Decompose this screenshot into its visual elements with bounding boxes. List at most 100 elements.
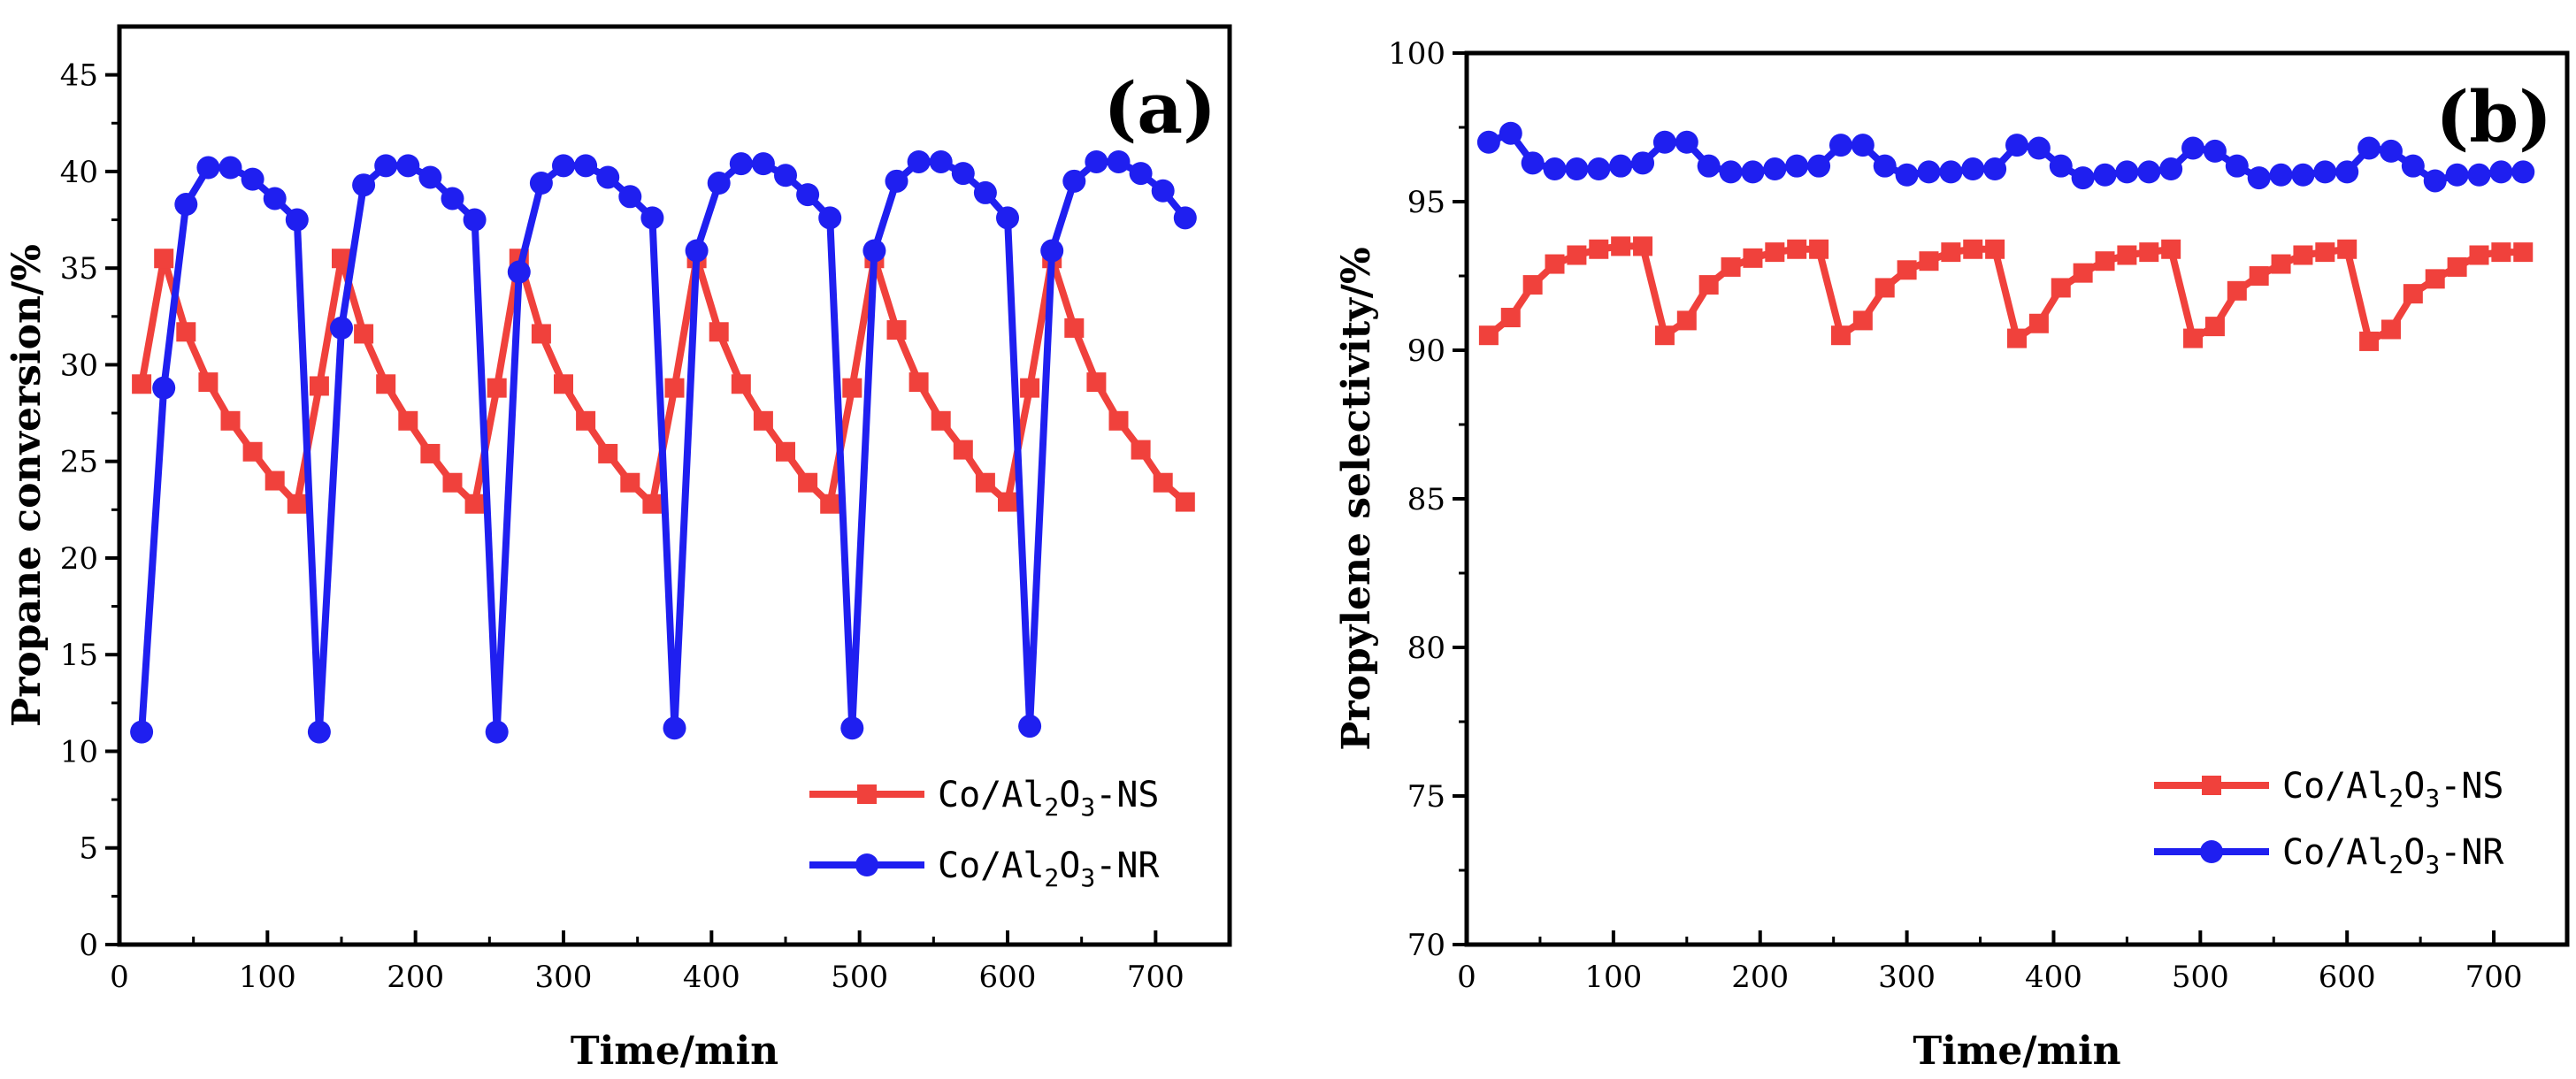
legend-marker xyxy=(857,784,877,804)
data-point xyxy=(596,165,620,189)
data-point xyxy=(309,376,329,396)
y-tick-label: 40 xyxy=(60,155,98,190)
data-point xyxy=(2337,239,2358,259)
data-point xyxy=(441,187,464,210)
series-group xyxy=(1476,121,2535,351)
data-point xyxy=(998,492,1017,512)
data-point xyxy=(2204,317,2225,337)
data-point xyxy=(664,378,685,398)
data-point xyxy=(1895,163,1919,187)
legend-part: 2 xyxy=(2388,850,2404,879)
x-tick-label: 400 xyxy=(2025,960,2082,995)
data-point xyxy=(2511,160,2535,184)
data-point xyxy=(287,494,307,514)
data-point xyxy=(2359,331,2380,351)
data-point xyxy=(1830,325,1851,346)
legend-part: -NR xyxy=(2440,832,2504,873)
y-tick-label: 90 xyxy=(1407,333,1445,369)
data-point xyxy=(1743,248,1763,268)
data-point xyxy=(1939,160,1963,184)
data-point xyxy=(2249,266,2269,286)
data-point xyxy=(753,410,773,431)
y-tick-label: 25 xyxy=(60,445,98,480)
data-point xyxy=(1018,715,1042,738)
data-point xyxy=(176,322,196,342)
x-tick-label: 300 xyxy=(535,960,593,995)
y-tick-label: 75 xyxy=(1407,779,1445,815)
data-point xyxy=(1874,278,1895,298)
data-point xyxy=(1697,154,1721,178)
data-point xyxy=(751,152,775,176)
legend-part: 3 xyxy=(2425,850,2440,879)
data-point xyxy=(1919,251,1939,272)
data-point xyxy=(529,172,553,195)
data-point xyxy=(2335,160,2359,184)
legend-part: O xyxy=(2404,832,2425,873)
data-point xyxy=(1807,154,1831,178)
data-point xyxy=(886,320,907,341)
y-tick-label: 20 xyxy=(60,541,98,577)
data-point xyxy=(598,443,618,463)
data-point xyxy=(1852,310,1873,331)
x-tick-label: 500 xyxy=(831,960,888,995)
y-tick-label: 35 xyxy=(60,251,98,287)
data-point xyxy=(1719,160,1743,184)
data-point xyxy=(352,173,376,197)
data-point xyxy=(2423,169,2447,193)
data-point xyxy=(354,324,374,344)
data-point xyxy=(1631,151,1655,175)
data-point xyxy=(663,716,686,740)
legend-label: Co/Al2O3-NR xyxy=(2282,832,2504,879)
data-point xyxy=(2425,269,2445,289)
panel-b: 0 100 200 300 400 500 600 700 70 75 80 85 90 95 100 Tim… xyxy=(1334,36,2570,1074)
data-point xyxy=(729,152,753,176)
data-point xyxy=(1522,275,1543,295)
data-point xyxy=(1763,157,1787,181)
data-point xyxy=(2358,136,2381,160)
x-tick-label: 700 xyxy=(2465,960,2523,995)
data-point xyxy=(2049,154,2073,178)
legend-marker xyxy=(2202,776,2221,795)
data-point xyxy=(1545,254,1565,274)
panel-label: (b) xyxy=(2435,75,2552,158)
data-point xyxy=(330,316,353,340)
series-line-1 xyxy=(138,158,1188,736)
data-point xyxy=(1062,169,1086,193)
y-tick-label: 30 xyxy=(60,348,98,383)
data-point xyxy=(2027,136,2051,160)
data-point xyxy=(152,376,176,400)
data-point xyxy=(507,260,531,284)
x-tick-label: 0 xyxy=(110,960,129,995)
data-point xyxy=(1765,242,1785,263)
data-point xyxy=(2139,242,2159,263)
y-axis-title: Propane conversion/% xyxy=(4,244,50,727)
legend-marker xyxy=(2200,840,2223,863)
legend-part: 3 xyxy=(2425,784,2440,813)
legend-part: Co/Al xyxy=(938,775,1044,815)
data-point xyxy=(418,165,442,189)
data-point xyxy=(1676,310,1697,331)
data-point xyxy=(2469,245,2489,265)
data-point xyxy=(774,164,797,187)
data-point xyxy=(1897,260,1917,280)
data-point xyxy=(2095,251,2115,272)
x-tick-label: 300 xyxy=(1878,960,1936,995)
data-point xyxy=(640,206,664,230)
data-point xyxy=(707,172,731,195)
legend-part: Co/Al xyxy=(2282,832,2388,873)
data-point xyxy=(1567,245,1587,265)
x-tick-label: 0 xyxy=(1457,960,1476,995)
data-point xyxy=(1961,157,1985,181)
legend-part: -NS xyxy=(2440,766,2503,807)
data-point xyxy=(685,239,709,263)
data-point xyxy=(2403,284,2423,304)
data-point xyxy=(2313,160,2337,184)
data-point xyxy=(2467,163,2491,187)
data-point xyxy=(531,324,551,344)
x-tick-label: 100 xyxy=(1584,960,1642,995)
data-point xyxy=(576,410,596,431)
data-point xyxy=(1873,154,1897,178)
data-point xyxy=(1721,256,1741,277)
data-point xyxy=(798,472,818,493)
data-point xyxy=(2203,139,2227,163)
